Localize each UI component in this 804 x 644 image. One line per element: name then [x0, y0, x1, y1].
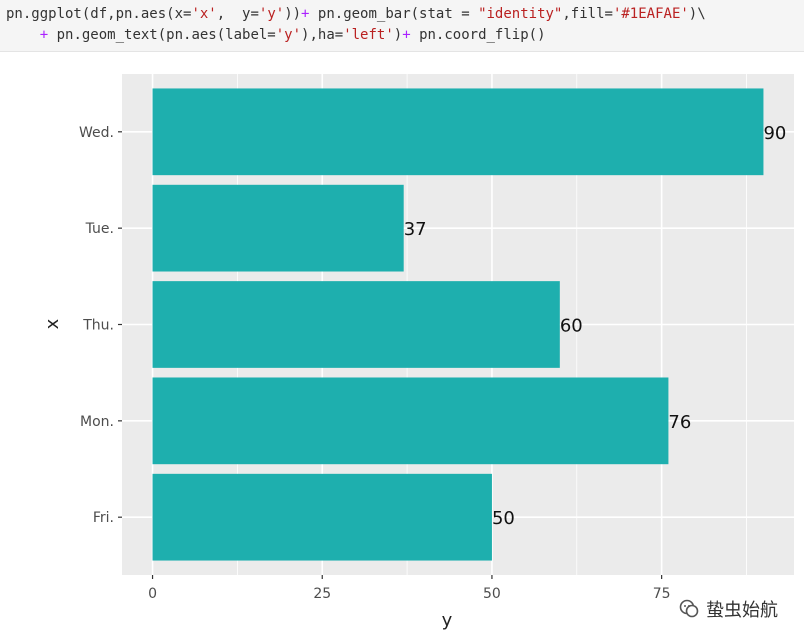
data-label: 50	[492, 508, 515, 529]
code-token: pn.geom_bar(stat =	[309, 6, 479, 22]
code-token: pn.coord_flip()	[410, 27, 546, 43]
wechat-icon	[679, 599, 699, 618]
code-cell: pn.ggplot(df,pn.aes(x='x', y='y'))+ pn.g…	[0, 0, 804, 52]
category-tick-label: Tue.	[85, 221, 114, 237]
code-token: pn.ggplot(df,pn.aes(x=	[6, 6, 192, 22]
y-axis-title: x	[42, 318, 63, 329]
watermark-text: 蛰虫始航	[706, 600, 778, 621]
category-tick-label: Wed.	[79, 125, 114, 141]
value-ticks: 0 25 50 75	[148, 575, 671, 602]
code-token: +	[39, 27, 49, 43]
data-label: 37	[404, 219, 427, 240]
code-token: 'left'	[343, 27, 394, 43]
value-tick-label: 50	[483, 586, 501, 602]
value-tick-label: 25	[313, 586, 331, 602]
data-label: 76	[668, 412, 691, 433]
code-token: 'y'	[258, 6, 285, 22]
value-tick-label: 0	[148, 586, 157, 602]
bars	[152, 88, 764, 561]
code-token: ),ha=	[301, 27, 344, 43]
code-token: 'x'	[191, 6, 217, 22]
code-token: +	[301, 6, 310, 22]
x-axis-title: y	[442, 610, 453, 631]
watermark: 蛰虫始航	[678, 596, 778, 622]
code-token: pn.geom_text(pn.aes(label=	[48, 27, 276, 43]
category-ticks: Fri. Mon. Thu. Tue. Wed.	[79, 125, 122, 526]
code-token: ))	[284, 6, 302, 22]
category-tick-label: Mon.	[80, 414, 114, 430]
code-token: +	[402, 27, 411, 43]
category-tick-label: Thu.	[82, 318, 114, 334]
data-labels: 50 76 60 37 90	[404, 123, 787, 529]
bar-fri	[152, 473, 492, 561]
code-token: , y=	[216, 6, 259, 22]
code-token	[6, 27, 40, 43]
code-token: )	[393, 27, 403, 43]
code-line-1: pn.ggplot(df,pn.aes(x='x', y='y'))+ pn.g…	[6, 4, 804, 25]
code-token: '#1EAFAE'	[612, 6, 689, 22]
bar-wed	[152, 88, 764, 176]
code-token: ,fill=	[562, 6, 613, 22]
code-token: "identity"	[478, 6, 563, 22]
data-label: 60	[560, 316, 583, 337]
bar-mon	[152, 377, 669, 465]
value-tick-label: 75	[653, 586, 671, 602]
bar-tue	[152, 184, 404, 272]
code-token: )\	[688, 6, 706, 22]
code-token: 'y'	[275, 27, 302, 43]
code-line-2: + pn.geom_text(pn.aes(label='y'),ha='lef…	[6, 25, 804, 46]
category-tick-label: Fri.	[93, 510, 114, 526]
bar-thu	[152, 281, 560, 368]
data-label: 90	[763, 123, 786, 144]
